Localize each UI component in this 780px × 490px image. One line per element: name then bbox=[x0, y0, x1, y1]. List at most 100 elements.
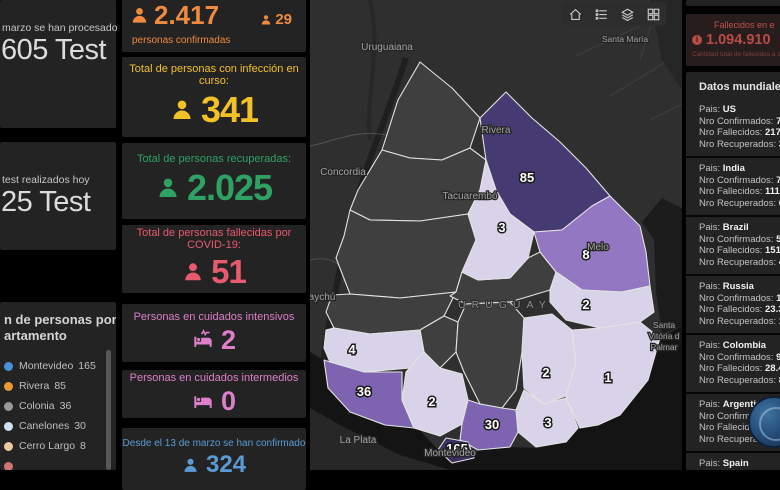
roads bbox=[575, 5, 682, 121]
world-deaths-caption: Cantidad total de fallecidos a causa de bbox=[692, 51, 780, 58]
list-item-rivera[interactable]: Rivera 85 bbox=[4, 376, 116, 396]
world-data-header: Datos mundiales d bbox=[699, 81, 780, 93]
world-deaths-value: 1.094.910 bbox=[692, 32, 780, 48]
value-badge-montevideo: 165 bbox=[446, 441, 468, 456]
person-icon bbox=[182, 457, 199, 474]
dept-montevideo[interactable] bbox=[437, 437, 475, 464]
bed-icon bbox=[192, 390, 214, 412]
label-uruguay-country: URUGUAY bbox=[458, 299, 552, 311]
country-stats-colombia: Pais: Colombia Nro Confirmados: 93 Nro F… bbox=[686, 333, 780, 392]
tests-today-value: 25 Test bbox=[1, 185, 91, 218]
dept-canelones[interactable] bbox=[459, 399, 519, 451]
value-badge-rocha: 1 bbox=[604, 370, 611, 385]
legend-dot bbox=[4, 361, 13, 371]
dept-cerro-largo[interactable] bbox=[533, 195, 651, 293]
label-tacuarembo-city: Tacuarembó bbox=[442, 191, 497, 202]
scrollbar[interactable] bbox=[106, 350, 111, 470]
choropleth-map[interactable]: 85 3 8 2 2 1 3 4 36 2 30 165 Uruguaiana … bbox=[310, 0, 682, 470]
deaths-value: 51 bbox=[182, 253, 247, 291]
tests-processed-panel: marzo se han procesado 605 Test bbox=[0, 0, 118, 128]
legend-dot bbox=[4, 401, 13, 411]
value-badge-san-jose: 2 bbox=[428, 394, 435, 409]
value-badge-lavalleja: 2 bbox=[542, 365, 549, 380]
value-badge-rivera: 85 bbox=[520, 170, 534, 185]
country-stats-russia: Pais: Russia Nro Confirmados: 1. Nro Fal… bbox=[686, 274, 780, 333]
dept-florida[interactable] bbox=[455, 301, 525, 409]
active-cases-title: Total de personas con infección en curso… bbox=[129, 63, 299, 87]
river bbox=[367, 0, 377, 141]
recovered-title: Total de personas recuperadas: bbox=[136, 153, 292, 165]
label-concordia: Concordia bbox=[320, 167, 366, 178]
list-item-cerro-largo[interactable]: Cerro Largo 8 bbox=[4, 436, 116, 456]
person-icon bbox=[156, 176, 180, 200]
clipped-panel-edge bbox=[686, 0, 780, 6]
value-badge-cerro-largo: 8 bbox=[582, 247, 589, 262]
dept-tacuarembo[interactable] bbox=[461, 159, 535, 281]
deaths-panel: Total de personas fallecidas por COVID-1… bbox=[122, 225, 306, 293]
dept-rocha[interactable] bbox=[565, 321, 661, 429]
country-stats-spain: Pais: Spain Nro Confirmados: 92 Nro Fall… bbox=[686, 451, 780, 470]
map-toolbar bbox=[562, 2, 666, 26]
intermediate-care-value: 0 bbox=[192, 386, 236, 417]
label-santa-vitoria-1: Santa bbox=[653, 320, 675, 330]
country-stats-india: Pais: India Nro Confirmados: 7. Nro Fall… bbox=[686, 156, 780, 215]
legend-dot bbox=[4, 441, 13, 451]
value-badge-maldonado: 3 bbox=[544, 415, 551, 430]
layers-icon[interactable] bbox=[618, 5, 636, 23]
value-badge-treinta-y-tres: 2 bbox=[582, 297, 589, 312]
recovered-value: 2.025 bbox=[156, 167, 273, 209]
person-icon bbox=[260, 14, 272, 26]
label-santa-vitoria-3: Palmar bbox=[651, 342, 678, 352]
basemap-icon[interactable] bbox=[644, 5, 662, 23]
dept-paysandu[interactable] bbox=[335, 209, 477, 299]
label-santa-vitoria-2: Vitória d bbox=[648, 331, 679, 341]
icu-title: Personas en cuidados intensivos bbox=[133, 310, 295, 323]
icu-bed-icon bbox=[192, 329, 214, 351]
legend-dot bbox=[4, 461, 13, 470]
legend-dot bbox=[4, 421, 13, 431]
value-badge-soriano: 4 bbox=[348, 342, 356, 357]
label-montevideo-city: Montevideo bbox=[424, 448, 476, 459]
world-deaths-title: Fallecidos en e bbox=[714, 20, 775, 30]
value-badge-colonia: 36 bbox=[357, 384, 371, 399]
since-march-title: Desde el 13 de marzo se han confirmado bbox=[122, 438, 306, 449]
active-cases-value: 341 bbox=[170, 89, 259, 131]
label-uruguaiana: Uruguaiana bbox=[361, 42, 413, 53]
deaths-title: Total de personas fallecidas por COVID-1… bbox=[136, 227, 292, 251]
list-item-canelones[interactable]: Canelones 30 bbox=[4, 416, 116, 436]
person-icon bbox=[130, 6, 149, 25]
icu-panel: Personas en cuidados intensivos 2 bbox=[122, 304, 306, 362]
tests-today-title: test realizados hoy bbox=[2, 173, 90, 186]
info-icon bbox=[692, 35, 702, 45]
list-item-montevideo[interactable]: Montevideo 165 bbox=[4, 356, 116, 376]
confirmed-caption: personas confirmadas bbox=[132, 35, 231, 46]
argentina-shore bbox=[310, 408, 450, 470]
recovered-panel: Total de personas recuperadas: 2.025 bbox=[122, 143, 306, 219]
value-badge-tacuarembo: 3 bbox=[498, 220, 505, 235]
legend-dot bbox=[4, 381, 13, 391]
label-rivera-city: Rivera bbox=[482, 125, 511, 136]
confirmed-panel: 2.417 29 personas confirmadas bbox=[122, 0, 306, 52]
home-icon[interactable] bbox=[566, 5, 584, 23]
label-santa-maria: Santa María bbox=[602, 34, 649, 44]
country-stats-us: Pais: US Nro Confirmados: 7. Nro Falleci… bbox=[699, 104, 780, 150]
tests-today-panel: test realizados hoy 25 Test bbox=[0, 142, 116, 250]
laguna-merin bbox=[642, 198, 682, 334]
list-item-partial[interactable] bbox=[4, 456, 116, 470]
active-cases-panel: Total de personas con infección en curso… bbox=[122, 57, 306, 137]
rio-de-la-plata bbox=[310, 326, 682, 470]
label-gualeguaychu: aychú bbox=[310, 292, 335, 303]
intermediate-care-panel: Personas en cuidados intermedios 0 bbox=[122, 370, 306, 418]
tests-processed-value: 605 Test bbox=[1, 34, 107, 66]
confirmed-new: 29 bbox=[260, 11, 292, 31]
confirmed-total: 2.417 bbox=[130, 0, 219, 31]
intermediate-care-title: Personas en cuidados intermedios bbox=[129, 371, 299, 384]
department-list: Montevideo 165 Rivera 85 Colonia 36 Cane… bbox=[4, 356, 116, 470]
country-stats-brazil: Pais: Brazil Nro Confirmados: 5. Nro Fal… bbox=[686, 215, 780, 274]
since-march-panel: Desde el 13 de marzo se han confirmado 3… bbox=[122, 428, 306, 490]
tests-processed-title: marzo se han procesado bbox=[2, 22, 118, 34]
person-icon bbox=[170, 98, 194, 122]
list-item-colonia[interactable]: Colonia 36 bbox=[4, 396, 116, 416]
label-la-plata: La Plata bbox=[340, 435, 377, 446]
legend-icon[interactable] bbox=[592, 5, 610, 23]
